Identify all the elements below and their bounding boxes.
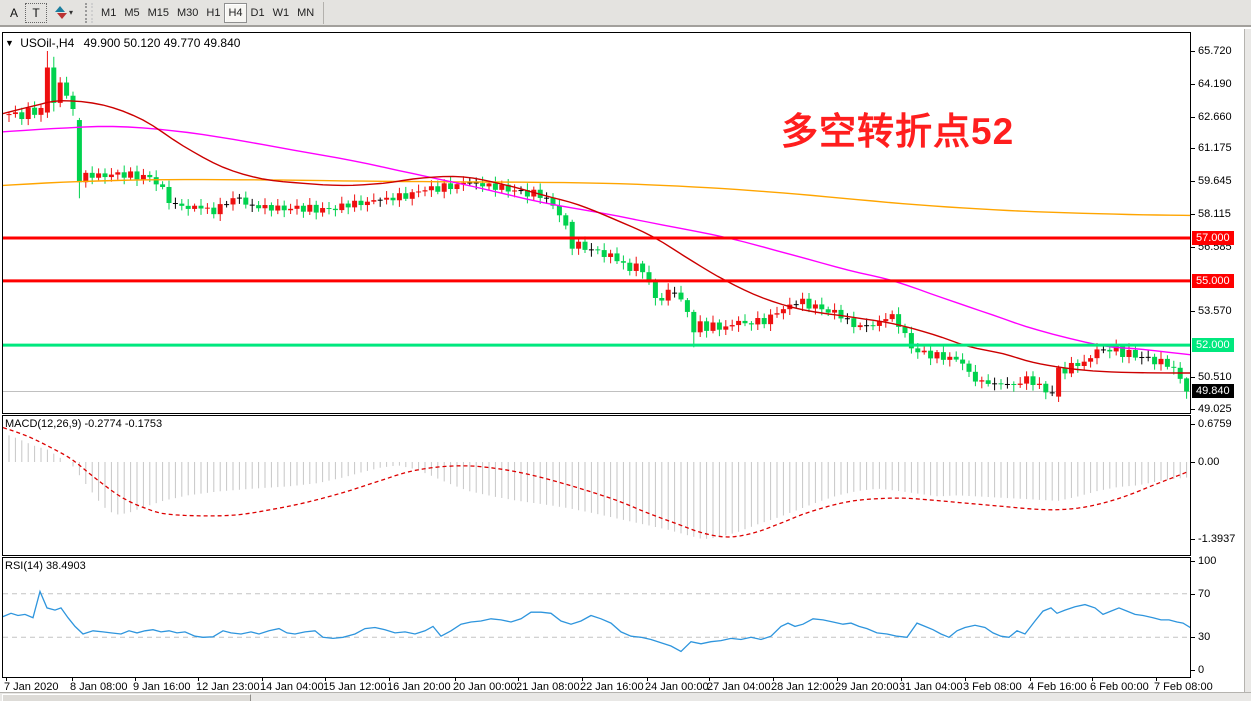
font-tool-button[interactable]: A bbox=[3, 3, 25, 23]
ma-fast-red[interactable] bbox=[3, 99, 1190, 374]
macd-histogram bbox=[8, 435, 1188, 539]
timeframe-button-m15[interactable]: M15 bbox=[144, 3, 173, 23]
price-tick-65.720: 65.720 bbox=[1198, 45, 1232, 57]
rsi-tick-30: 30 bbox=[1198, 631, 1211, 644]
price-axis: 65.720 64.190 62.660 61.175 59.645 58.115 56.5… bbox=[1191, 0, 1244, 701]
ohlc-values: 49.900 50.120 49.770 49.840 bbox=[83, 36, 241, 50]
ma-medium-magenta[interactable] bbox=[3, 125, 1190, 356]
rsi-canvas[interactable] bbox=[3, 558, 1190, 677]
vertical-scrollbar[interactable] bbox=[1244, 29, 1251, 692]
price-tick-62.660-tickmark bbox=[1191, 116, 1195, 118]
price-tick-53.570: 53.570 bbox=[1198, 305, 1232, 318]
rsi-tick-0-tickmark bbox=[1191, 670, 1195, 671]
toolbar: A T ▾ M1 M5 M15 M30 H1 H4 D1 W1 MN bbox=[0, 0, 1251, 27]
price-tick-50.510-tickmark bbox=[1191, 377, 1195, 379]
rsi-tick-70-tickmark bbox=[1191, 593, 1195, 595]
price-tick-62.660: 62.660 bbox=[1198, 110, 1232, 123]
horizontal-scrollbar[interactable] bbox=[0, 692, 1251, 701]
timeframe-button-group: M1 M5 M15 M30 H1 H4 D1 W1 MN bbox=[97, 2, 318, 23]
rsi-tick-70: 70 bbox=[1198, 587, 1211, 600]
macd-tick-0.00-tickmark bbox=[1191, 462, 1195, 463]
candles-layer bbox=[6, 51, 1190, 402]
macd-tick--1.3937-tickmark bbox=[1191, 539, 1195, 541]
rsi-tick-100-tickmark bbox=[1191, 561, 1195, 562]
chart-annotation-text[interactable]: 多空转折点52 bbox=[781, 111, 1015, 152]
timeframe-button-h1[interactable]: H1 bbox=[202, 3, 224, 23]
price-tick-58.115-tickmark bbox=[1191, 214, 1195, 216]
macd-tick-0.6759: 0.6759 bbox=[1198, 418, 1232, 431]
price-tick-64.190: 64.190 bbox=[1198, 77, 1232, 90]
rsi-indicator-label: RSI(14) 38.4903 bbox=[5, 560, 86, 572]
price-tick-49.025-tickmark bbox=[1191, 408, 1195, 410]
current-price-badge: 49.840 bbox=[1192, 384, 1234, 399]
timeframe-button-mn[interactable]: MN bbox=[293, 3, 318, 23]
price-tick-59.645-tickmark bbox=[1191, 181, 1195, 183]
macd-signal-line bbox=[3, 426, 1189, 538]
macd-panel[interactable] bbox=[2, 415, 1191, 556]
symbol-label: USOil-,H4 bbox=[20, 36, 75, 50]
price-badge-52.000: 52.000 bbox=[1192, 338, 1234, 353]
price-tick-53.570-tickmark bbox=[1191, 311, 1195, 313]
rsi-panel[interactable] bbox=[2, 557, 1191, 678]
price-tick-61.175: 61.175 bbox=[1198, 142, 1232, 155]
price-tick-65.720-tickmark bbox=[1191, 51, 1195, 52]
main-chart-panel[interactable] bbox=[2, 32, 1191, 414]
timeframe-button-h4[interactable]: H4 bbox=[224, 2, 247, 23]
toolbar-separator bbox=[323, 1, 325, 24]
timeframe-button-m5[interactable]: M5 bbox=[120, 3, 143, 23]
arrows-tool-button[interactable]: ▾ bbox=[47, 3, 80, 23]
price-tick-50.510: 50.510 bbox=[1198, 371, 1232, 384]
rsi-tick-100: 100 bbox=[1198, 555, 1217, 567]
macd-indicator-label: MACD(12,26,9) -0.2774 -0.1753 bbox=[5, 418, 163, 430]
symbol-dropdown-icon[interactable]: ▼ bbox=[5, 38, 14, 48]
price-badge-57.000: 57.000 bbox=[1192, 230, 1234, 245]
price-tick-58.115: 58.115 bbox=[1198, 208, 1231, 221]
timeframe-button-w1[interactable]: W1 bbox=[269, 3, 294, 23]
macd-canvas[interactable] bbox=[3, 416, 1190, 555]
price-tick-56.585-tickmark bbox=[1191, 246, 1195, 248]
ma-slow-orange[interactable] bbox=[3, 178, 1190, 217]
chart-header: ▼ USOil-,H4 49.900 50.120 49.770 49.840 bbox=[5, 36, 240, 50]
rsi-tick-30-tickmark bbox=[1191, 637, 1195, 639]
timeframe-button-m1[interactable]: M1 bbox=[97, 3, 120, 23]
price-tick-59.645: 59.645 bbox=[1198, 175, 1232, 188]
arrows-icon bbox=[54, 6, 68, 19]
price-tick-61.175-tickmark bbox=[1191, 148, 1195, 150]
timeframe-button-m30[interactable]: M30 bbox=[173, 3, 202, 23]
price-tick-49.025: 49.025 bbox=[1198, 402, 1232, 415]
horizontal-scrollbar-thumb[interactable] bbox=[2, 694, 251, 701]
rsi-tick-0: 0 bbox=[1198, 664, 1205, 676]
price-tick-64.190-tickmark bbox=[1191, 83, 1195, 85]
text-tool-button[interactable]: T bbox=[25, 2, 48, 23]
macd-tick-0.00: 0.00 bbox=[1198, 456, 1220, 468]
macd-tick-0.6759-tickmark bbox=[1191, 424, 1195, 426]
rsi-line bbox=[3, 589, 1190, 653]
toolbar-grip[interactable] bbox=[85, 2, 94, 23]
dropdown-caret-icon: ▾ bbox=[69, 7, 74, 17]
main-chart-canvas[interactable] bbox=[3, 33, 1190, 413]
price-badge-55.000: 55.000 bbox=[1192, 273, 1234, 288]
timeframe-button-d1[interactable]: D1 bbox=[247, 3, 269, 23]
macd-tick--1.3937: -1.3937 bbox=[1198, 533, 1236, 546]
